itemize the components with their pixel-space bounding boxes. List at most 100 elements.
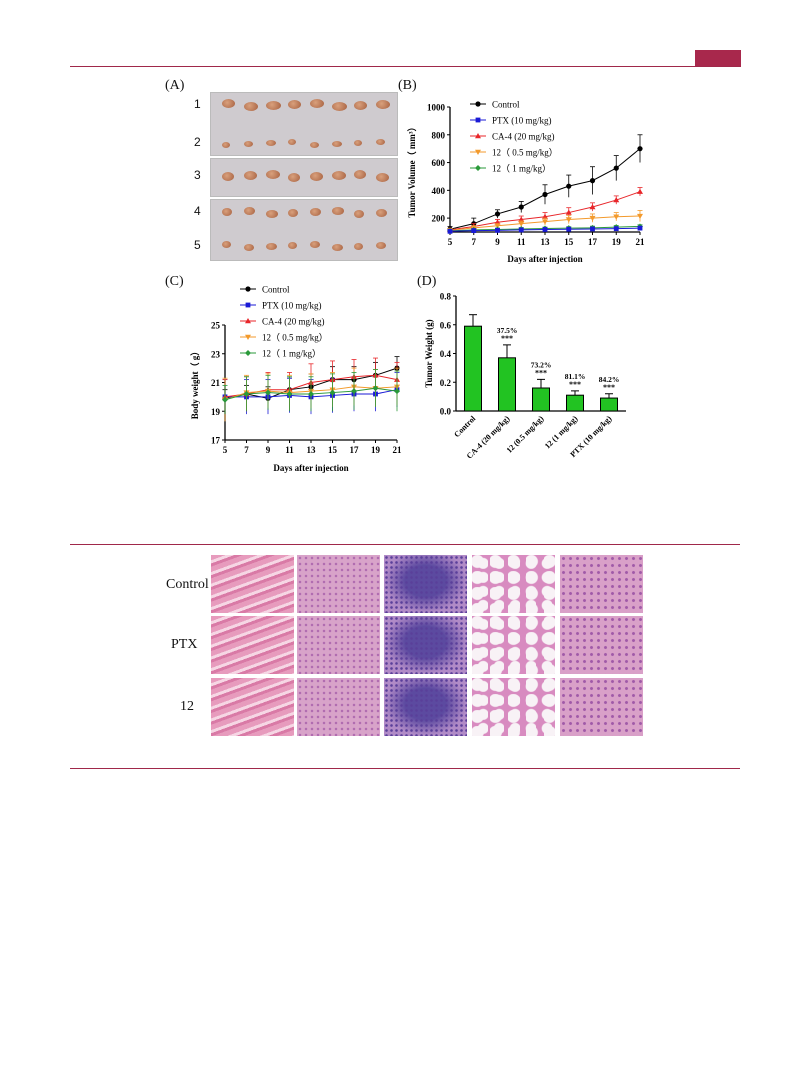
data-point — [372, 385, 379, 392]
tumor-sample — [266, 170, 280, 179]
tumor-sample — [222, 207, 232, 216]
histology-tile — [560, 616, 643, 674]
data-point — [637, 213, 643, 220]
tumor-sample — [332, 171, 346, 180]
y-axis-label: Tumor Weight (g) — [424, 319, 434, 387]
histology-tile — [211, 616, 294, 674]
x-tick-label: 19 — [612, 237, 622, 247]
legend-label: CA-4 (20 mg/kg) — [492, 132, 555, 142]
legend-label: 12（ 1 mg/kg） — [492, 164, 551, 174]
x-axis-label: Days after injection — [273, 463, 348, 473]
data-point — [542, 191, 548, 198]
data-point — [589, 178, 596, 184]
y-axis-label: Tumor Volume（ mm³） — [407, 122, 417, 217]
data-point — [637, 225, 643, 231]
series-group — [447, 225, 643, 234]
data-point — [265, 389, 271, 396]
section-rule-bottom — [70, 768, 740, 769]
data-point — [447, 228, 453, 234]
tumor-sample — [376, 242, 386, 249]
bar — [498, 357, 516, 412]
bar-significance-label: *** — [535, 368, 547, 377]
data-point — [329, 389, 336, 396]
legend-label: PTX (10 mg/kg) — [262, 301, 322, 311]
x-tick-label: 12 (1 mg/kg) — [543, 414, 580, 451]
tumor-sample — [288, 242, 297, 249]
data-point — [495, 227, 500, 233]
tumor-sample — [354, 139, 362, 146]
legend-marker — [475, 133, 481, 139]
tumor-sample — [244, 102, 258, 111]
x-tick-label: 15 — [564, 237, 574, 247]
data-point — [351, 388, 357, 395]
tumor-sample — [222, 141, 230, 148]
tumor-sample — [310, 99, 324, 108]
x-tick-label: 11 — [517, 237, 526, 247]
bar — [532, 387, 550, 412]
data-point — [518, 221, 525, 227]
tumor-sample — [266, 101, 281, 110]
y-tick-label: 19 — [211, 407, 221, 417]
data-point — [494, 211, 501, 217]
y-tick-label: 400 — [432, 186, 446, 196]
x-tick-label: 7 — [472, 237, 477, 247]
legend-label: CA-4 (20 mg/kg) — [262, 317, 325, 327]
tumor-sample — [244, 140, 253, 147]
histology-tile — [384, 616, 467, 674]
y-tick-label: 25 — [211, 321, 221, 331]
histology-row-label: Control — [166, 577, 209, 592]
legend-marker — [475, 101, 481, 107]
x-tick-label: 21 — [393, 445, 403, 455]
y-tick-label: 0.4 — [440, 349, 452, 359]
bar-significance-label: *** — [603, 383, 615, 392]
x-tick-label: 17 — [350, 445, 360, 455]
tumor-sample — [288, 138, 296, 145]
panel-label-b: (B) — [398, 78, 417, 93]
x-tick-label: 21 — [636, 237, 646, 247]
data-point — [589, 215, 596, 222]
data-point — [308, 391, 314, 397]
x-tick-label: 11 — [285, 445, 294, 455]
histology-tile — [472, 678, 555, 736]
tumor-sample — [266, 139, 276, 146]
photo-row-label: 4 — [194, 204, 201, 218]
data-point — [613, 197, 620, 203]
data-point — [518, 204, 524, 210]
y-tick-label: 23 — [211, 349, 221, 359]
histology-row-label: 12 — [180, 699, 194, 714]
x-tick-label: 5 — [223, 445, 228, 455]
data-point — [565, 217, 572, 223]
data-point — [494, 219, 501, 225]
panel-label-d: (D) — [417, 274, 437, 289]
tumor-weight-chart: 0.0 0.2 0.4 0.6 0.8 Tumor Weight (g) Control 37… — [424, 292, 626, 461]
y-tick-label: 21 — [211, 378, 221, 388]
panel-label-c: (C) — [165, 274, 184, 289]
tumor-sample — [332, 102, 347, 111]
histology-tile — [211, 678, 294, 736]
legend-marker — [245, 350, 251, 356]
legend-marker — [475, 117, 481, 123]
legend-label: 12（ 0.5 mg/kg） — [492, 148, 558, 158]
y-tick-label: 800 — [432, 130, 446, 140]
tumor-sample — [376, 138, 385, 145]
bar — [464, 325, 482, 412]
y-tick-label: 0.8 — [440, 292, 452, 302]
data-point — [589, 204, 596, 210]
y-tick-label: 600 — [432, 158, 446, 168]
tumor-sample — [266, 209, 278, 218]
tumor-sample — [288, 173, 300, 182]
data-point — [518, 227, 524, 233]
tumor-volume-chart: 200 400 600 800 1000 5 7 9 11 13 15 17 19 21 Days afte… — [407, 100, 646, 265]
tumor-photo — [210, 199, 398, 261]
y-axis-label: Body weight（ g） — [190, 347, 200, 420]
tumor-sample — [310, 241, 320, 248]
legend-label: Control — [492, 100, 520, 110]
data-point — [222, 396, 228, 403]
x-tick-label: Control — [452, 414, 478, 440]
legend-marker — [245, 286, 251, 292]
journal-header-block — [695, 50, 741, 67]
bar-percent-label: 73.2% — [531, 360, 552, 369]
tumor-sample — [222, 99, 235, 108]
tumor-sample — [222, 241, 231, 248]
histology-tile — [297, 616, 380, 674]
